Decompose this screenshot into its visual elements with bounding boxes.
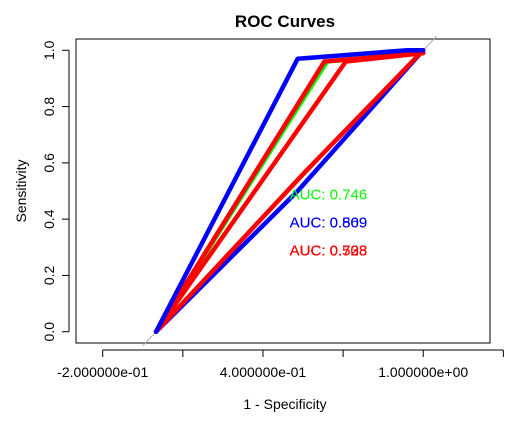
roc-series-1 (153, 48, 426, 334)
x-tick-label: -2.000000e-01 (57, 364, 148, 380)
y-tick-label: 0.6 (41, 153, 57, 173)
plot-frame (75, 38, 491, 344)
auc-label: AUC: 0.523 (290, 243, 368, 260)
y-tick-label: 1.0 (41, 40, 57, 60)
auc-label: AUC: 0.708 (290, 243, 368, 260)
x-axis-label: 1 - Specificity (243, 396, 326, 412)
y-tick-label: 0.4 (41, 209, 57, 229)
auc-label: AUC: 0.738 (290, 243, 368, 260)
y-axis: 0.0 0.2 0.4 0.6 0.8 1.0 (41, 40, 70, 342)
auc-label: AUC: 0.809 (290, 215, 368, 232)
roc-series-5 (153, 50, 426, 334)
x-tick-label: 1.000000e+00 (378, 364, 468, 380)
roc-series-2 (153, 48, 426, 334)
y-axis-label: Sensitivity (13, 159, 29, 222)
auc-label: AUC: 0.569 (290, 215, 368, 232)
y-tick-label: 0.2 (41, 266, 57, 286)
x-axis: -2.000000e-01 4.000000e-01 1.000000e+00 (57, 349, 504, 380)
y-tick-label: 0.0 (41, 322, 57, 342)
y-tick-label: 0.8 (41, 97, 57, 117)
auc-label: AUC: 0.746 (290, 186, 368, 203)
x-tick-label: 4.000000e-01 (220, 364, 307, 380)
chart-title: ROC Curves (235, 12, 335, 31)
roc-series-6 (153, 48, 426, 334)
series-layer (153, 48, 426, 334)
